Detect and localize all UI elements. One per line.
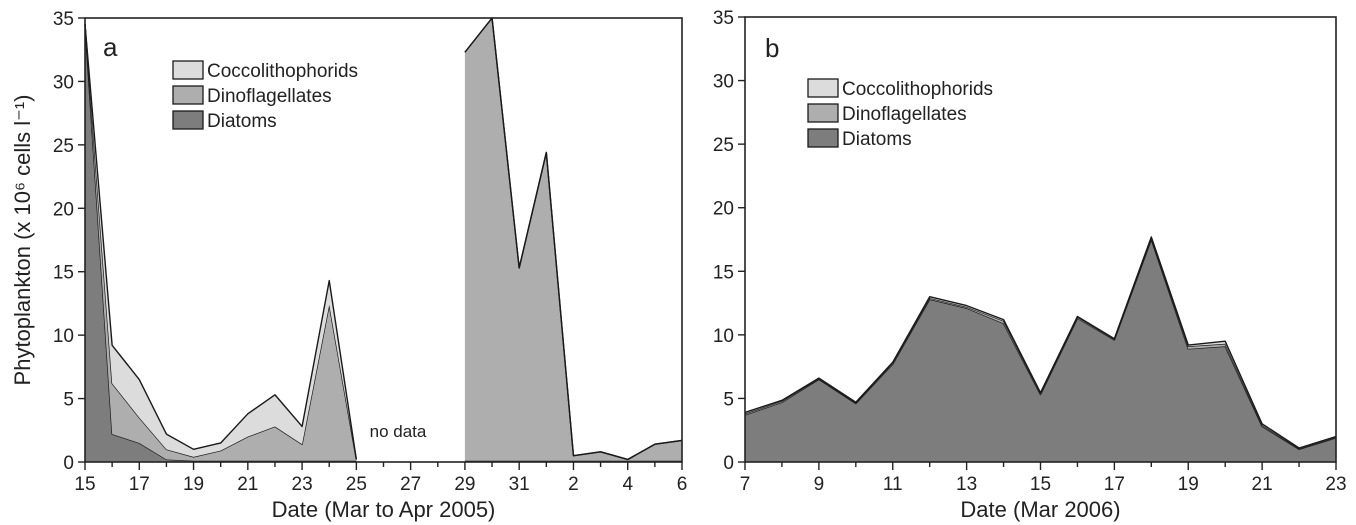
series-area-coccolithophorids-0 [745, 236, 1336, 449]
x-tick-label: 17 [129, 474, 150, 495]
y-tick-label: 15 [53, 263, 74, 284]
x-tick-label: 9 [814, 474, 825, 495]
x-axis-title: Date (Mar 2006) [960, 497, 1120, 522]
legend-swatch [807, 78, 839, 98]
x-tick-label: 13 [956, 474, 977, 495]
legend-entry: Dinoflagellates [842, 104, 967, 125]
legend-swatch [807, 128, 839, 148]
series-area-dinoflagellates-1 [464, 18, 682, 461]
x-tick-label: 23 [292, 474, 313, 495]
x-tick-label: 29 [454, 474, 475, 495]
no-data-annotation: no data [370, 422, 427, 441]
series-line-coccolithophorids-1 [464, 17, 683, 461]
series-line-coccolithophorids-0 [84, 24, 358, 460]
series-area-dinoflagellates-0 [85, 24, 357, 461]
legend-swatch [807, 103, 839, 123]
x-tick-label: 25 [346, 474, 367, 495]
x-tick-label: 19 [1178, 474, 1199, 495]
series-area-diatoms-0 [745, 239, 1336, 462]
legend-entry: Diatoms [207, 111, 277, 132]
y-tick-label: 25 [713, 135, 734, 156]
x-tick-label: 21 [1252, 474, 1273, 495]
x-tick-label: 27 [400, 474, 421, 495]
x-tick-label: 11 [883, 474, 903, 495]
y-tick-label: 0 [63, 453, 74, 474]
x-tick-label: 15 [1030, 474, 1051, 495]
y-tick-label: 15 [713, 262, 734, 283]
y-tick-label: 10 [53, 326, 74, 347]
x-axis-title: Date (Mar to Apr 2005) [272, 497, 496, 522]
x-tick-label: 23 [1325, 474, 1346, 495]
y-tick-label: 10 [713, 326, 734, 347]
x-tick-label: 7 [740, 474, 751, 495]
x-tick-label: 6 [677, 474, 688, 495]
panel-a-chart: 0 5 10 15 20 25 30 35 15 17 19 21 23 25 27 29 31 2 4 6 Date … [10, 9, 687, 522]
x-tick-label: 31 [509, 474, 530, 495]
y-tick-label: 30 [53, 72, 74, 93]
series-line-coccolithophorids-0 [744, 236, 1337, 449]
y-tick-label: 35 [713, 8, 734, 29]
panel-letter: b [765, 33, 779, 63]
plot-frame [84, 17, 683, 463]
x-tick-label: 21 [237, 474, 258, 495]
y-tick-label: 25 [53, 136, 74, 157]
x-tick-label: 17 [1104, 474, 1125, 495]
legend-entry: Coccolithophorids [842, 79, 993, 100]
y-tick-label: 20 [53, 199, 74, 220]
y-tick-label: 35 [53, 9, 74, 30]
legend-swatch [172, 85, 204, 105]
x-tick-label: 4 [622, 474, 633, 495]
x-tick-label: 2 [568, 474, 579, 495]
legend-entry: Diatoms [842, 129, 912, 150]
legend-swatch [172, 60, 204, 80]
x-tick-label: 15 [74, 474, 95, 495]
x-tick-label: 19 [183, 474, 204, 495]
y-tick-label: 0 [723, 453, 734, 474]
panel-b-chart: 0 5 10 15 20 25 30 35 7 9 11 13 15 17 19 21 23 Date (Mar … [713, 8, 1347, 522]
y-tick-label: 5 [723, 389, 734, 410]
y-tick-label: 30 [713, 72, 734, 93]
legend-entry: Coccolithophorids [207, 61, 358, 82]
panel-letter: a [103, 32, 118, 62]
legend-entry: Dinoflagellates [207, 86, 332, 107]
y-tick-label: 20 [713, 199, 734, 220]
y-tick-label: 5 [63, 390, 74, 411]
y-axis-title: Phytoplankton (x 10⁶ cells l⁻¹) [10, 95, 35, 386]
legend-swatch [172, 110, 204, 130]
